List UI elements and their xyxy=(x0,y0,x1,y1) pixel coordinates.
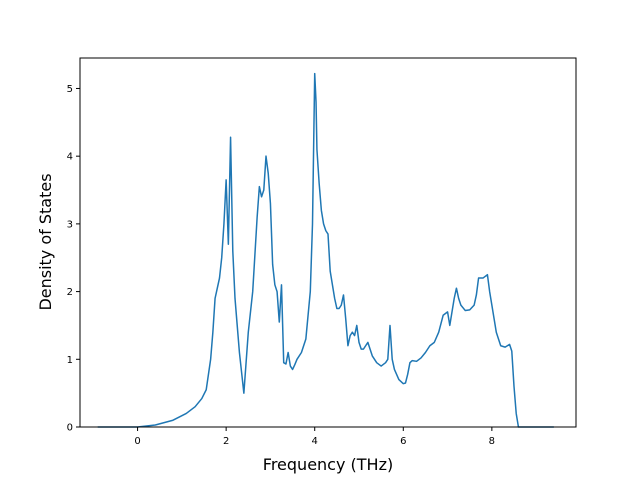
y-tick-label: 2 xyxy=(67,287,73,298)
y-tick-label: 4 xyxy=(67,152,73,163)
x-tick-label: 8 xyxy=(489,436,495,447)
y-tick-label: 5 xyxy=(67,84,73,95)
plot-frame xyxy=(79,57,577,428)
x-tick-label: 4 xyxy=(312,436,318,447)
x-tick-label: 6 xyxy=(400,436,406,447)
x-axis-title: Frequency (THz) xyxy=(263,455,393,474)
y-axis-title: Density of States xyxy=(36,173,55,310)
y-axis-ticks: 0 1 2 3 4 5 xyxy=(67,84,80,434)
x-tick-label: 0 xyxy=(134,436,140,447)
dos-series-line xyxy=(97,72,554,428)
plot-layer xyxy=(97,72,554,428)
x-axis-ticks: 0 2 4 6 8 xyxy=(134,427,495,447)
x-tick-label: 2 xyxy=(223,436,229,447)
y-tick-label: 3 xyxy=(67,219,73,230)
y-tick-label: 1 xyxy=(67,355,73,366)
y-tick-label: 0 xyxy=(67,423,73,434)
